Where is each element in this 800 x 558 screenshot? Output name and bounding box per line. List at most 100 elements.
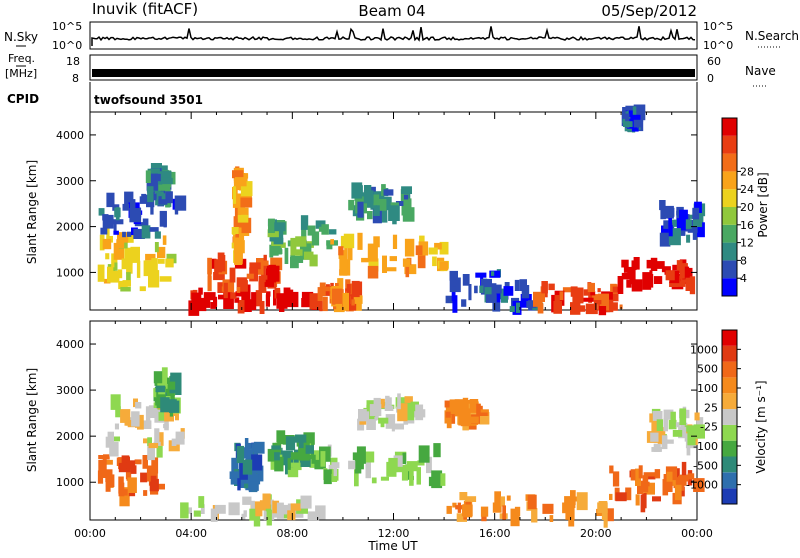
scatter-cell (685, 214, 697, 219)
scatter-cell (467, 416, 479, 424)
scatter-cell (393, 423, 404, 430)
scatter-cell (276, 502, 284, 519)
scatter-cell (330, 457, 338, 465)
x-axis-label: Time UT (367, 539, 418, 553)
scatter-cell (626, 279, 632, 288)
scatter-cell (139, 196, 152, 204)
scatter-cell (241, 284, 251, 301)
scatter-cell (149, 478, 159, 492)
scatter-cell (462, 274, 470, 286)
scatter-cell (164, 406, 174, 422)
scatter-cell (233, 240, 245, 254)
colorbar-swatch (722, 260, 737, 279)
scatter-cell (223, 292, 234, 309)
scatter-cell (249, 479, 257, 487)
scatter-cell (661, 266, 671, 273)
scatter-cell (166, 253, 177, 264)
scatter-cell (554, 295, 560, 303)
scatter-cell (354, 469, 359, 487)
scatter-cell (633, 257, 640, 270)
scatter-cell (568, 510, 575, 527)
scatter-cell (404, 238, 415, 257)
colorbar-tick-label: 500 (697, 363, 718, 376)
scatter-cell (105, 253, 110, 260)
scatter-cell (385, 414, 396, 429)
scatter-cell (692, 232, 698, 240)
scatter-cell (449, 399, 460, 415)
scatter-cell (357, 201, 364, 218)
scatter-cell (102, 219, 107, 229)
scatter-cell (492, 285, 501, 303)
scatter-cell (101, 469, 113, 478)
scatter-cell (246, 273, 254, 279)
scatter-cell (127, 460, 136, 470)
scatter-cell (632, 106, 637, 123)
colorbar-swatch (722, 424, 737, 441)
nsearch-label: N.Search (745, 29, 799, 43)
scatter-cell (481, 514, 487, 522)
colorbar-tick-label: -100 (693, 440, 718, 453)
scatter-cell (243, 499, 250, 504)
scatter-cell (694, 412, 700, 421)
scatter-cell (401, 198, 412, 216)
scatter-cell (232, 186, 236, 204)
scatter-cell (434, 242, 442, 250)
scatter-cell (516, 302, 520, 313)
scatter-cell (527, 494, 537, 510)
scatter-cell (234, 206, 240, 220)
scatter-cell (267, 229, 279, 238)
scatter-cell (280, 242, 286, 248)
scatter-cell (681, 219, 692, 229)
scatter-cell (274, 456, 284, 472)
scatter-cell (445, 295, 453, 304)
scatter-cell (559, 291, 564, 301)
scatter-cell (380, 423, 385, 428)
scatter-cell (402, 402, 415, 421)
scatter-cell (243, 510, 247, 517)
scatter-cell (661, 435, 668, 450)
scatter-cell (241, 513, 246, 520)
colorbar-tick-label: 1000 (690, 343, 718, 356)
scatter-cell (585, 303, 598, 315)
scatter-cell (198, 297, 207, 312)
scatter-cell (143, 260, 155, 277)
scatter-cell (161, 177, 173, 185)
scatter-cell (373, 236, 380, 248)
scatter-cell (491, 271, 495, 276)
x-tick-label: 04:00 (175, 527, 207, 540)
scatter-cell (155, 385, 166, 393)
scatter-cell (277, 432, 284, 445)
x-tick-label: 08:00 (276, 527, 308, 540)
scatter-cell (234, 250, 243, 265)
scatter-cell (253, 441, 265, 454)
scatter-cell (696, 417, 704, 426)
scatter-cell (131, 411, 140, 427)
scatter-cell (540, 286, 545, 302)
scatter-cell (300, 215, 309, 230)
y-tick-label: 4000 (56, 129, 84, 142)
scatter-cell (107, 270, 120, 283)
scatter-cell (113, 230, 119, 235)
scatter-cell (446, 415, 452, 429)
scatter-cell (676, 260, 683, 273)
y-tick-label: 1000 (56, 476, 84, 489)
scatter-cell (114, 262, 118, 271)
scatter-cell (384, 405, 394, 411)
scatter-cell (638, 465, 643, 479)
scatter-cell (98, 455, 108, 459)
scatter-cell (193, 510, 201, 517)
nsearch-tick-top: 10^5 (703, 20, 733, 33)
colorbar-swatch (722, 377, 737, 394)
scatter-cell (102, 238, 112, 250)
scatter-cell (462, 397, 469, 413)
scatter-cell (249, 262, 261, 270)
scatter-cell (115, 406, 121, 418)
scatter-cell (510, 508, 520, 527)
scatter-cell (696, 222, 705, 238)
scatter-cell (136, 260, 141, 278)
colorbar-tick-label: 25 (704, 401, 718, 414)
scatter-cell (121, 258, 133, 270)
colorbar-tick-label: 20 (740, 201, 754, 214)
scatter-cell (157, 258, 165, 264)
nsky-panel (89, 21, 698, 50)
